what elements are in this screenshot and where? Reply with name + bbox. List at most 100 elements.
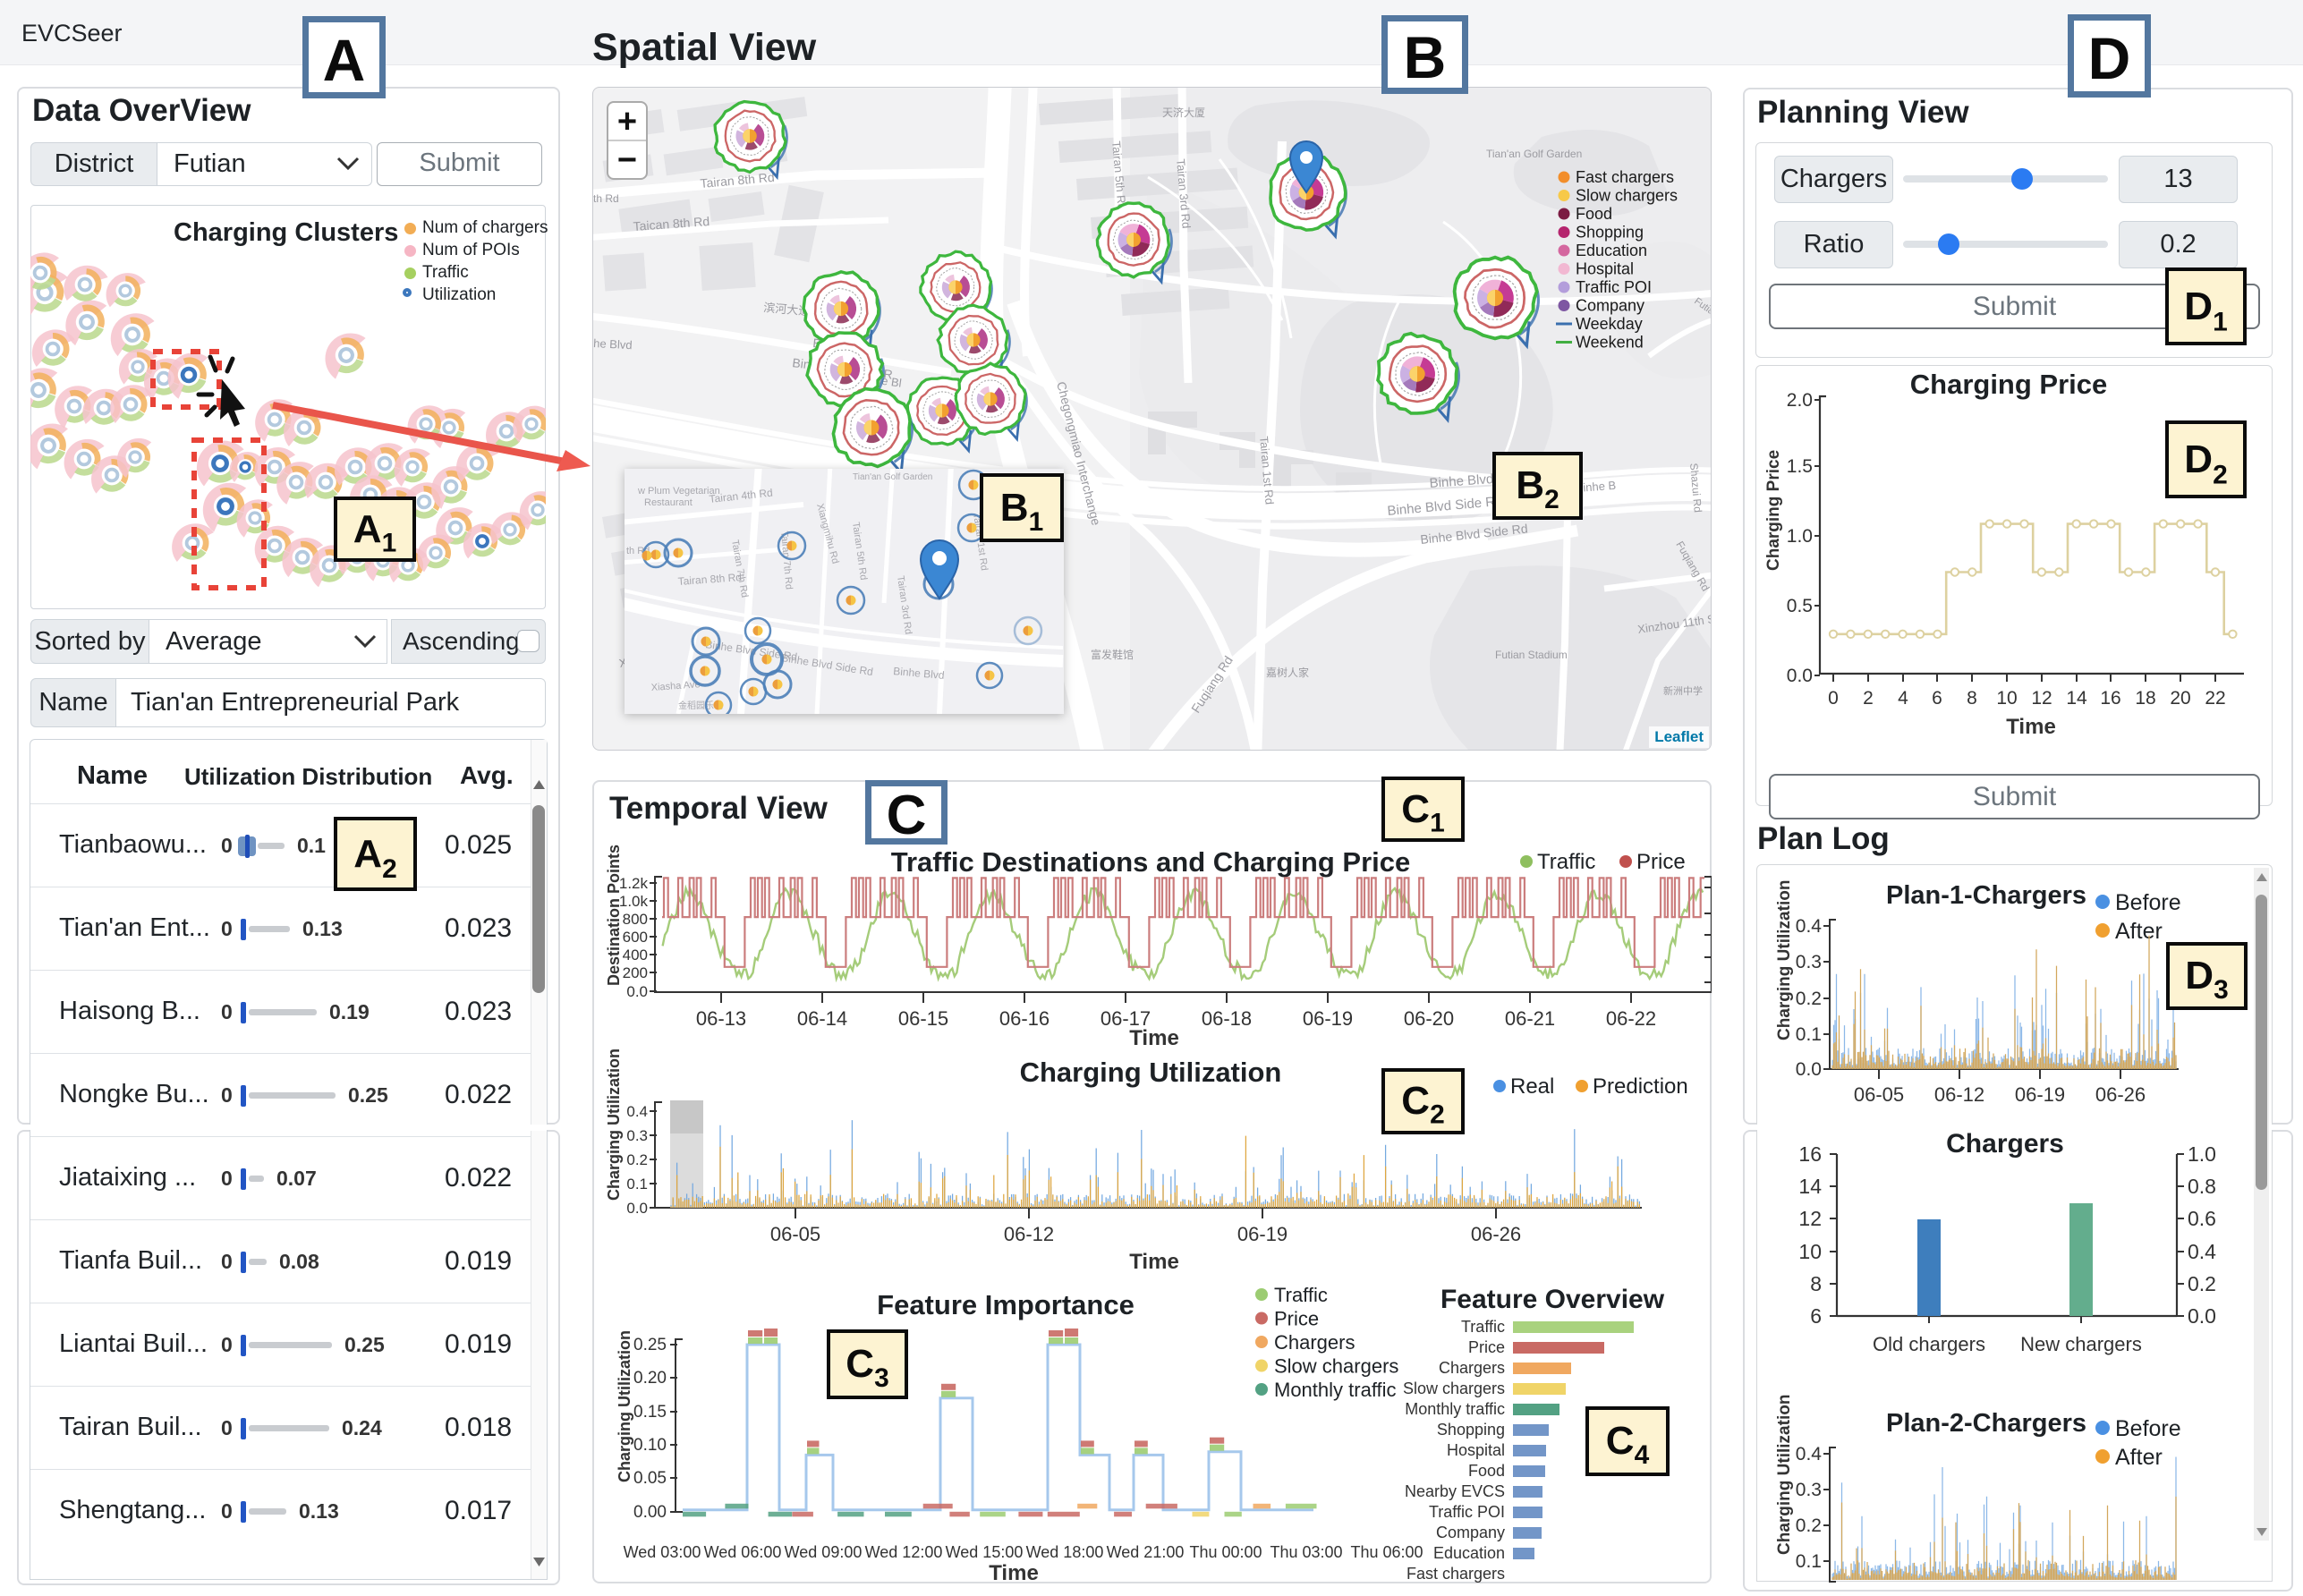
svg-text:6: 6 bbox=[1932, 688, 1942, 709]
svg-text:Futian Stadium: Futian Stadium bbox=[1495, 649, 1568, 661]
svg-text:Before: Before bbox=[2115, 1416, 2181, 1441]
svg-text:14: 14 bbox=[1798, 1175, 1822, 1198]
svg-text:0.4: 0.4 bbox=[1796, 916, 1823, 937]
svg-text:Wed 18:00: Wed 18:00 bbox=[1026, 1543, 1104, 1561]
svg-text:Thu 03:00: Thu 03:00 bbox=[1270, 1543, 1342, 1561]
svg-text:Company: Company bbox=[1576, 297, 1644, 315]
svg-text:Food: Food bbox=[1468, 1462, 1505, 1480]
svg-text:Tairan 1st Rd: Tairan 1st Rd bbox=[1257, 436, 1277, 505]
svg-text:0.0: 0.0 bbox=[1796, 1059, 1822, 1080]
svg-text:Charging Utilization: Charging Utilization bbox=[1020, 1057, 1282, 1088]
svg-text:06-26: 06-26 bbox=[1471, 1223, 1521, 1245]
svg-text:8: 8 bbox=[1967, 688, 1977, 709]
svg-text:20: 20 bbox=[2170, 688, 2190, 709]
svg-text:0.5: 0.5 bbox=[1787, 596, 1813, 616]
svg-text:06-05: 06-05 bbox=[770, 1223, 820, 1245]
svg-text:0.05: 0.05 bbox=[633, 1469, 667, 1488]
svg-text:Feature Overview: Feature Overview bbox=[1440, 1285, 1665, 1314]
svg-text:8: 8 bbox=[1810, 1272, 1822, 1295]
svg-text:After: After bbox=[2115, 1445, 2163, 1470]
svg-text:0: 0 bbox=[1828, 688, 1839, 709]
svg-text:Plan-2-Chargers: Plan-2-Chargers bbox=[1886, 1409, 2086, 1438]
svg-text:Binhe Blvd: Binhe Blvd bbox=[893, 665, 945, 682]
svg-text:16: 16 bbox=[1798, 1142, 1822, 1166]
svg-text:th Rd: th Rd bbox=[593, 192, 619, 205]
svg-text:1.0: 1.0 bbox=[2188, 1142, 2216, 1166]
svg-text:Time: Time bbox=[989, 1561, 1039, 1583]
svg-text:0.3: 0.3 bbox=[1796, 952, 1822, 972]
svg-text:Chargers: Chargers bbox=[1439, 1359, 1505, 1377]
svg-text:06-12: 06-12 bbox=[1004, 1223, 1054, 1245]
svg-text:0.3: 0.3 bbox=[626, 1127, 648, 1144]
svg-text:06-05: 06-05 bbox=[1854, 1083, 1904, 1106]
svg-text:06-14: 06-14 bbox=[797, 1007, 847, 1030]
svg-text:Time: Time bbox=[2006, 715, 2056, 739]
svg-text:06-12: 06-12 bbox=[1934, 1083, 1984, 1106]
svg-text:Charging Utilization: Charging Utilization bbox=[1775, 880, 1794, 1040]
svg-text:4: 4 bbox=[1898, 688, 1908, 709]
svg-text:0.10: 0.10 bbox=[633, 1436, 667, 1455]
svg-text:0.2: 0.2 bbox=[626, 1151, 648, 1168]
svg-text:400: 400 bbox=[623, 947, 648, 964]
svg-text:Restaurant: Restaurant bbox=[644, 497, 693, 508]
svg-text:1.2k: 1.2k bbox=[619, 875, 649, 892]
svg-text:Tairan 8th Rd: Tairan 8th Rd bbox=[700, 170, 775, 191]
svg-text:0.1: 0.1 bbox=[626, 1176, 648, 1193]
svg-text:Before: Before bbox=[2115, 890, 2181, 915]
svg-text:600: 600 bbox=[623, 929, 648, 946]
svg-text:10: 10 bbox=[1996, 688, 2017, 709]
svg-text:0.25: 0.25 bbox=[633, 1336, 667, 1354]
svg-text:嘉树人家: 嘉树人家 bbox=[1266, 666, 1309, 679]
svg-text:18: 18 bbox=[2135, 688, 2155, 709]
svg-text:Slow chargers: Slow chargers bbox=[1403, 1380, 1505, 1397]
svg-text:Old chargers: Old chargers bbox=[1873, 1333, 1985, 1355]
svg-text:Traffic: Traffic bbox=[1537, 850, 1595, 874]
svg-text:天济大厦: 天济大厦 bbox=[1162, 106, 1205, 119]
svg-text:金稻园乐记: 金稻园乐记 bbox=[678, 700, 723, 711]
svg-text:Wed 12:00: Wed 12:00 bbox=[865, 1543, 943, 1561]
svg-text:06-17: 06-17 bbox=[1101, 1007, 1151, 1030]
svg-text:06-18: 06-18 bbox=[1202, 1007, 1252, 1030]
svg-text:Slow chargers: Slow chargers bbox=[1576, 187, 1678, 205]
svg-text:0.2: 0.2 bbox=[2188, 1272, 2216, 1295]
svg-text:Tairan 3rd Rd: Tairan 3rd Rd bbox=[895, 575, 914, 635]
svg-text:Prediction: Prediction bbox=[1593, 1074, 1688, 1099]
svg-text:2: 2 bbox=[1863, 688, 1874, 709]
svg-text:Feature Importance: Feature Importance bbox=[877, 1289, 1135, 1320]
svg-text:Tairan 3rd Rd: Tairan 3rd Rd bbox=[1174, 158, 1194, 229]
svg-text:Nearby EVCS: Nearby EVCS bbox=[1405, 1482, 1505, 1500]
svg-text:Plan-1-Chargers: Plan-1-Chargers bbox=[1886, 881, 2086, 910]
svg-text:0.00: 0.00 bbox=[633, 1503, 667, 1522]
svg-text:0.0: 0.0 bbox=[1787, 666, 1813, 686]
svg-text:06-15: 06-15 bbox=[898, 1007, 948, 1030]
svg-text:0.6: 0.6 bbox=[2188, 1207, 2216, 1230]
svg-text:Shopping: Shopping bbox=[1576, 224, 1644, 242]
svg-text:0.8: 0.8 bbox=[2188, 1175, 2216, 1198]
svg-text:Time: Time bbox=[1129, 1250, 1179, 1274]
svg-text:800: 800 bbox=[623, 911, 648, 928]
svg-text:Wed 03:00: Wed 03:00 bbox=[624, 1543, 701, 1561]
svg-text:Time: Time bbox=[1129, 1026, 1179, 1050]
svg-text:Shazui Rd: Shazui Rd bbox=[1687, 463, 1704, 513]
svg-text:Tairan 8th Rd: Tairan 8th Rd bbox=[677, 571, 742, 588]
svg-text:Tairan 5th Rd: Tairan 5th Rd bbox=[850, 522, 869, 581]
svg-text:Food: Food bbox=[1576, 205, 1612, 223]
svg-text:Thu 00:00: Thu 00:00 bbox=[1189, 1543, 1262, 1561]
svg-text:Fast chargers: Fast chargers bbox=[1406, 1565, 1505, 1583]
svg-text:Weekday: Weekday bbox=[1576, 315, 1643, 333]
svg-text:0.0: 0.0 bbox=[2188, 1304, 2216, 1328]
svg-text:12: 12 bbox=[2031, 688, 2052, 709]
svg-text:Fast chargers: Fast chargers bbox=[1576, 168, 1674, 186]
svg-text:Traffic POI: Traffic POI bbox=[1576, 278, 1652, 296]
svg-text:Tairan 7th Rd: Tairan 7th Rd bbox=[729, 539, 750, 598]
svg-text:Tian'an Golf Garden: Tian'an Golf Garden bbox=[1486, 148, 1582, 160]
svg-text:12: 12 bbox=[1798, 1207, 1822, 1230]
svg-text:0.4: 0.4 bbox=[626, 1103, 648, 1120]
svg-text:Traffic POI: Traffic POI bbox=[1429, 1503, 1505, 1521]
svg-text:Binhe Blvd: Binhe Blvd bbox=[1429, 471, 1494, 491]
svg-text:Price: Price bbox=[1274, 1308, 1319, 1330]
svg-text:0.4: 0.4 bbox=[1796, 1444, 1823, 1464]
svg-text:Tairan 5th Rd: Tairan 5th Rd bbox=[1109, 140, 1129, 210]
svg-text:Tian'an Golf Garden: Tian'an Golf Garden bbox=[853, 472, 932, 482]
svg-text:0.0: 0.0 bbox=[626, 983, 648, 1000]
